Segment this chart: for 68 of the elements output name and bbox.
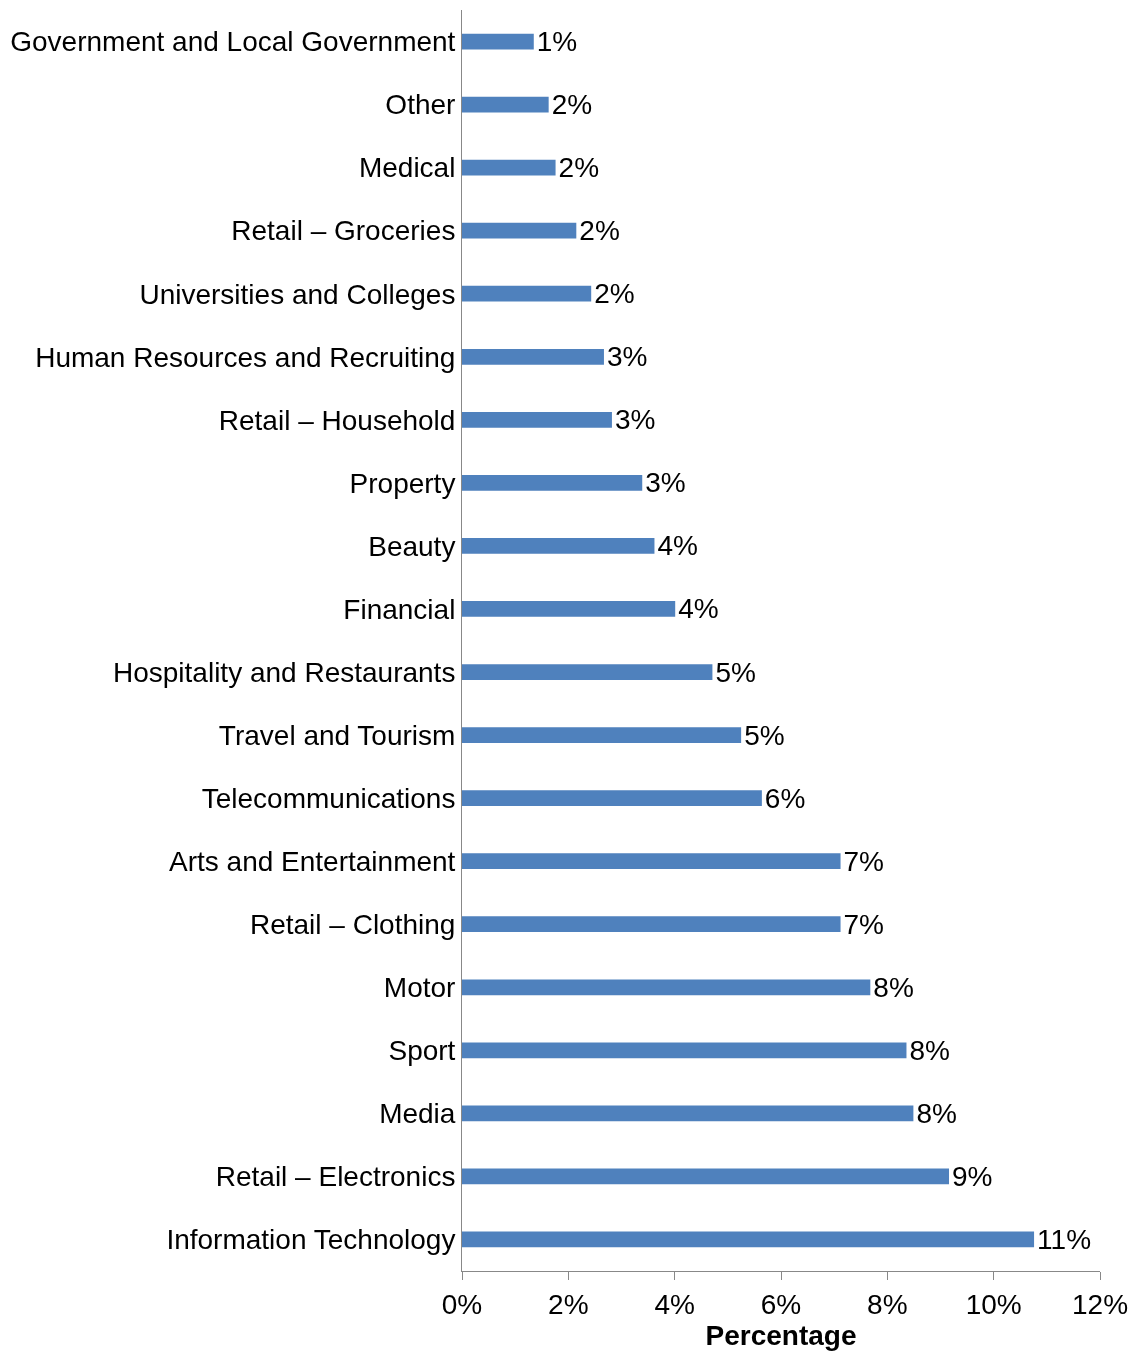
data-label: 5% (715, 656, 756, 688)
bar (462, 348, 604, 365)
y-tick-label: Financial (343, 593, 456, 625)
y-tick-label: Media (379, 1098, 456, 1130)
y-tick-label: Information Technology (166, 1224, 456, 1256)
data-label: 4% (678, 593, 719, 625)
bar (462, 727, 742, 743)
y-tick-label: Telecommunications (201, 782, 456, 814)
data-label: 11% (1037, 1223, 1092, 1255)
y-tick-label: Retail – Household (218, 404, 456, 436)
x-tick-label: 12% (1071, 1288, 1129, 1320)
y-tick-label: Universities and Colleges (139, 278, 456, 310)
bar (462, 96, 549, 113)
bar (462, 601, 676, 617)
bar (462, 411, 612, 428)
bar (462, 1168, 950, 1185)
y-tick-label: Motor (383, 972, 456, 1004)
x-tick-label: 2% (548, 1288, 589, 1320)
data-label: 4% (657, 530, 698, 562)
bar (462, 979, 871, 996)
bar (462, 1105, 914, 1122)
bar (462, 159, 556, 176)
data-label: 8% (909, 1034, 950, 1066)
data-label: 5% (744, 719, 785, 751)
x-tick-label: 4% (654, 1288, 695, 1320)
x-tick-label: 10% (965, 1288, 1022, 1320)
bar (462, 664, 713, 680)
x-tick-label: 8% (867, 1288, 908, 1320)
data-label: 2% (594, 278, 635, 310)
y-tick-label: Retail – Groceries (231, 215, 456, 247)
y-tick-label: Medical (358, 152, 456, 184)
y-tick-label: Hospitality and Restaurants (112, 656, 456, 688)
data-label: 2% (579, 215, 620, 247)
bar (462, 790, 762, 807)
data-label: 6% (764, 782, 806, 814)
data-label: 3% (645, 467, 686, 499)
y-tick-label: Government and Local Government (10, 26, 456, 58)
data-label: 2% (558, 152, 600, 184)
bar (462, 222, 577, 239)
bar (462, 1042, 907, 1059)
data-label: 8% (873, 971, 914, 1003)
bar (462, 474, 643, 491)
data-label: 1% (536, 26, 578, 58)
y-tick-label: Property (349, 467, 456, 499)
data-label: 7% (843, 908, 885, 940)
data-label: 7% (843, 845, 885, 877)
bar (462, 33, 534, 50)
data-label: 3% (614, 404, 656, 436)
y-tick-label: Other (385, 89, 456, 121)
x-axis-title: Percentage (705, 1319, 857, 1351)
data-label: 2% (551, 89, 593, 121)
bar (462, 538, 655, 554)
bar (462, 916, 841, 933)
y-tick-label: Retail – Electronics (215, 1161, 456, 1193)
x-tick-label: 0% (441, 1288, 483, 1320)
y-tick-label: Sport (388, 1035, 456, 1067)
x-tick-label: 6% (760, 1288, 802, 1320)
bar (462, 1231, 1035, 1248)
bar (462, 853, 841, 870)
y-tick-label: Arts and Entertainment (169, 845, 456, 877)
data-label: 9% (952, 1160, 993, 1192)
y-tick-label: Travel and Tourism (218, 719, 456, 751)
data-label: 8% (916, 1097, 957, 1129)
data-label: 3% (606, 341, 648, 373)
y-tick-label: Human Resources and Recruiting (35, 341, 456, 373)
y-tick-label: Retail – Clothing (249, 909, 456, 941)
bar (462, 285, 592, 302)
y-tick-label: Beauty (368, 530, 456, 562)
